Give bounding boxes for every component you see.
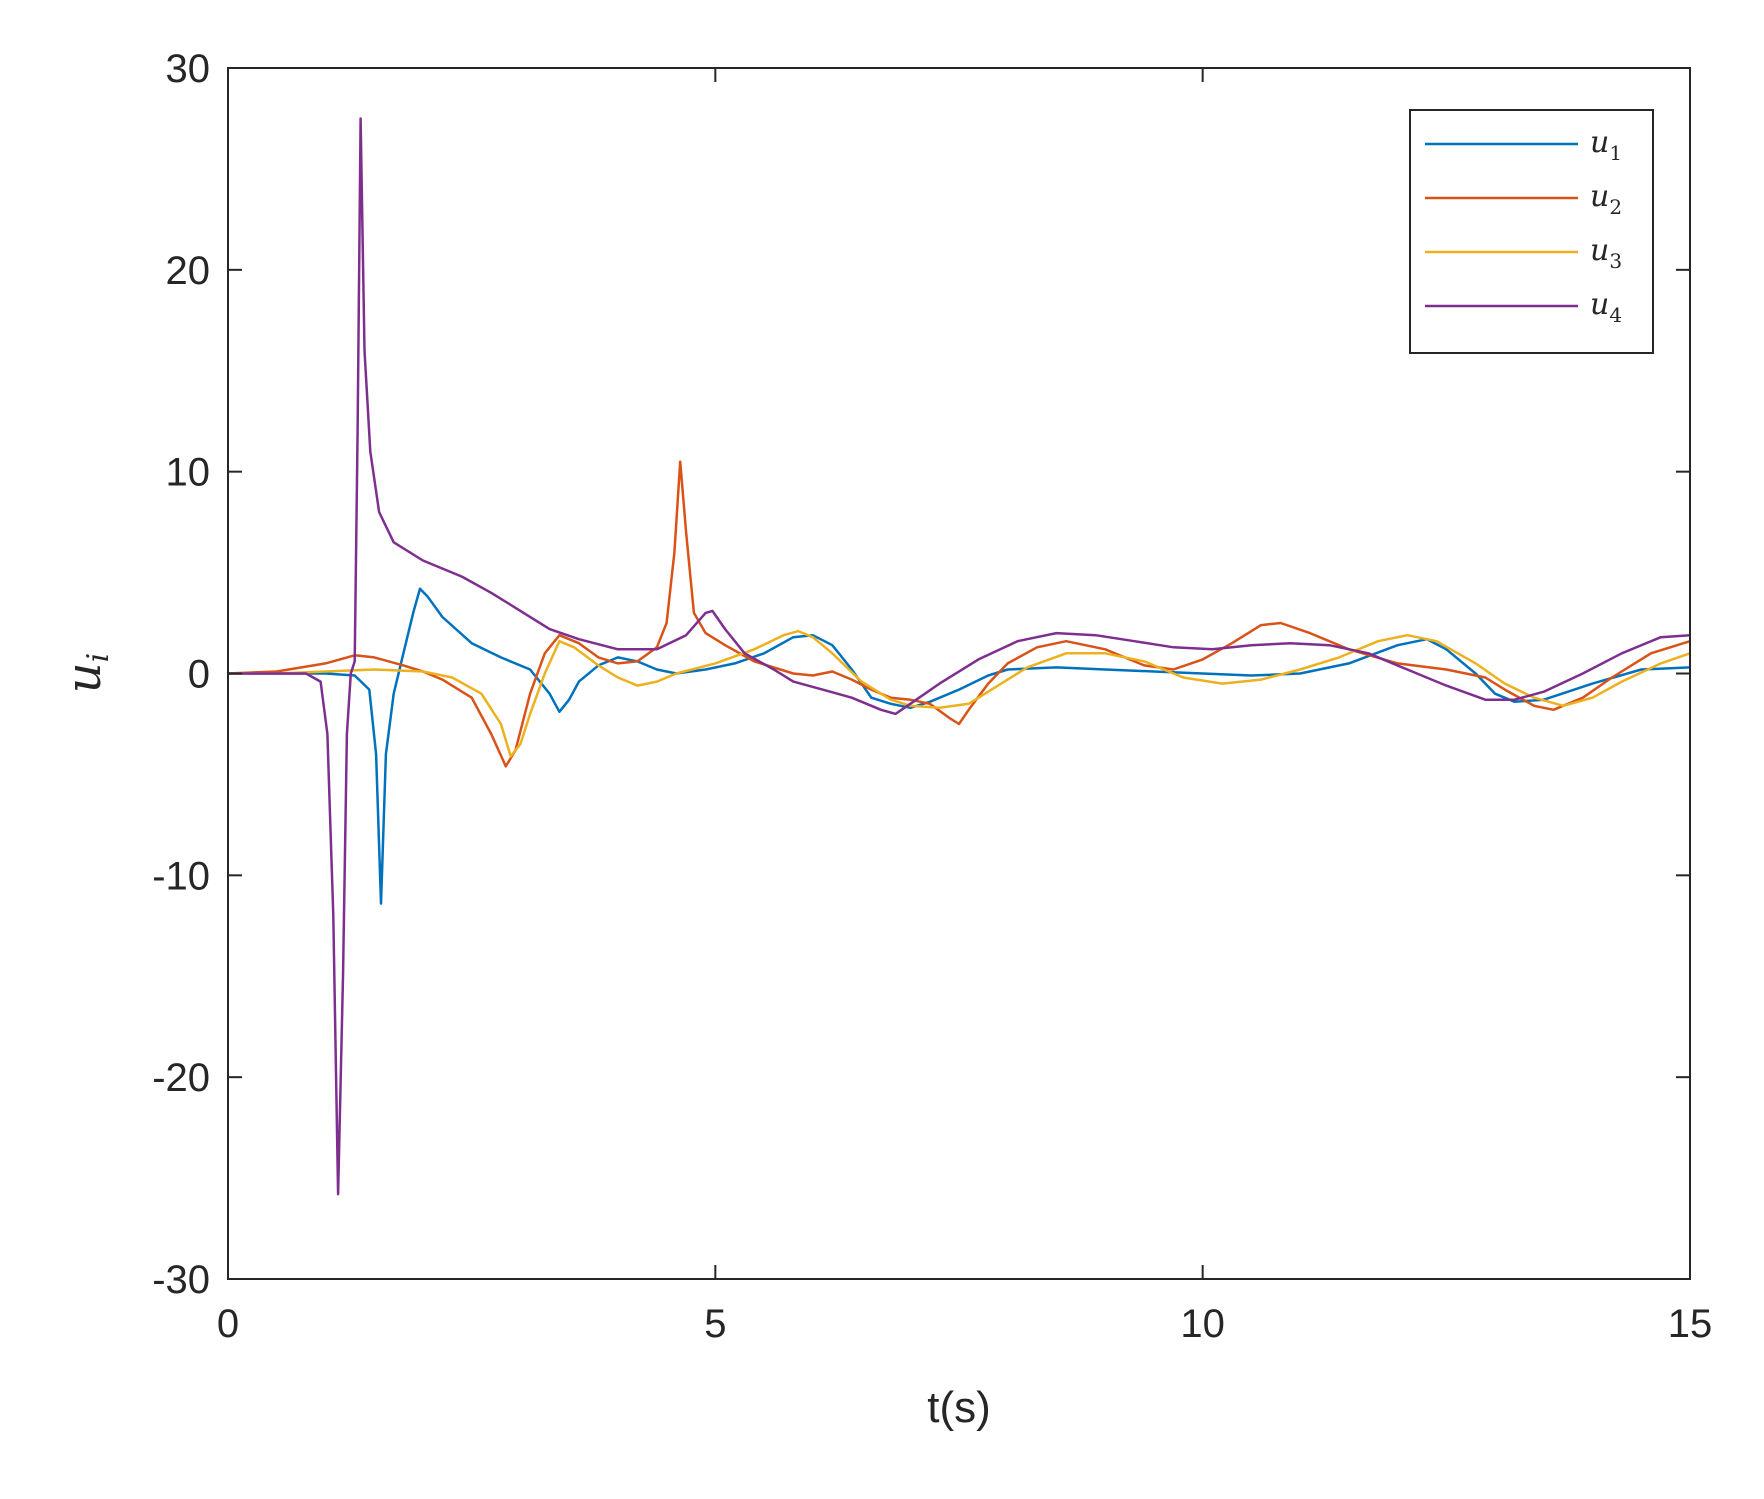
y-tick-label: 20 [166,249,211,293]
y-axis-label-main: u [56,662,112,693]
y-tick-label: 0 [188,653,210,697]
x-tick-label: 15 [1668,1302,1713,1346]
x-tick-label: 0 [217,1302,239,1346]
legend: u1 u2 u3 u4 [1409,109,1654,354]
series-line-u1 [228,587,1691,905]
y-tick-label: -10 [152,854,210,898]
y-axis-label: ui [56,653,116,694]
y-tick-label: 30 [166,47,211,91]
svg-text:ui: ui [56,653,116,694]
x-axis-label: t(s) [927,1383,991,1432]
legend-box [1409,109,1654,354]
series-line-u3 [228,629,1691,758]
ticks-layer [227,67,1691,1280]
legend-items: u1 u2 u3 u4 [1425,125,1622,327]
y-tick-label: -20 [152,1056,210,1100]
series-line-u4 [228,117,1691,1196]
x-tick-label: 10 [1180,1302,1225,1346]
series-layer [227,117,1691,1196]
legend-label-u2: u2 [1590,179,1622,219]
legend-label-u1: u1 [1590,125,1622,165]
y-axis-label-subscript: i [81,653,116,663]
x-tick-label: 5 [704,1302,726,1346]
y-tick-label: -30 [152,1258,210,1302]
y-tick-label: 10 [166,451,211,495]
tick-labels-layer: 0 5 10 15 -30 -20 -10 0 10 20 30 [152,47,1712,1346]
series-line-u2 [227,460,1691,768]
legend-label-u3: u3 [1590,233,1622,273]
legend-label-u4: u4 [1590,287,1622,327]
